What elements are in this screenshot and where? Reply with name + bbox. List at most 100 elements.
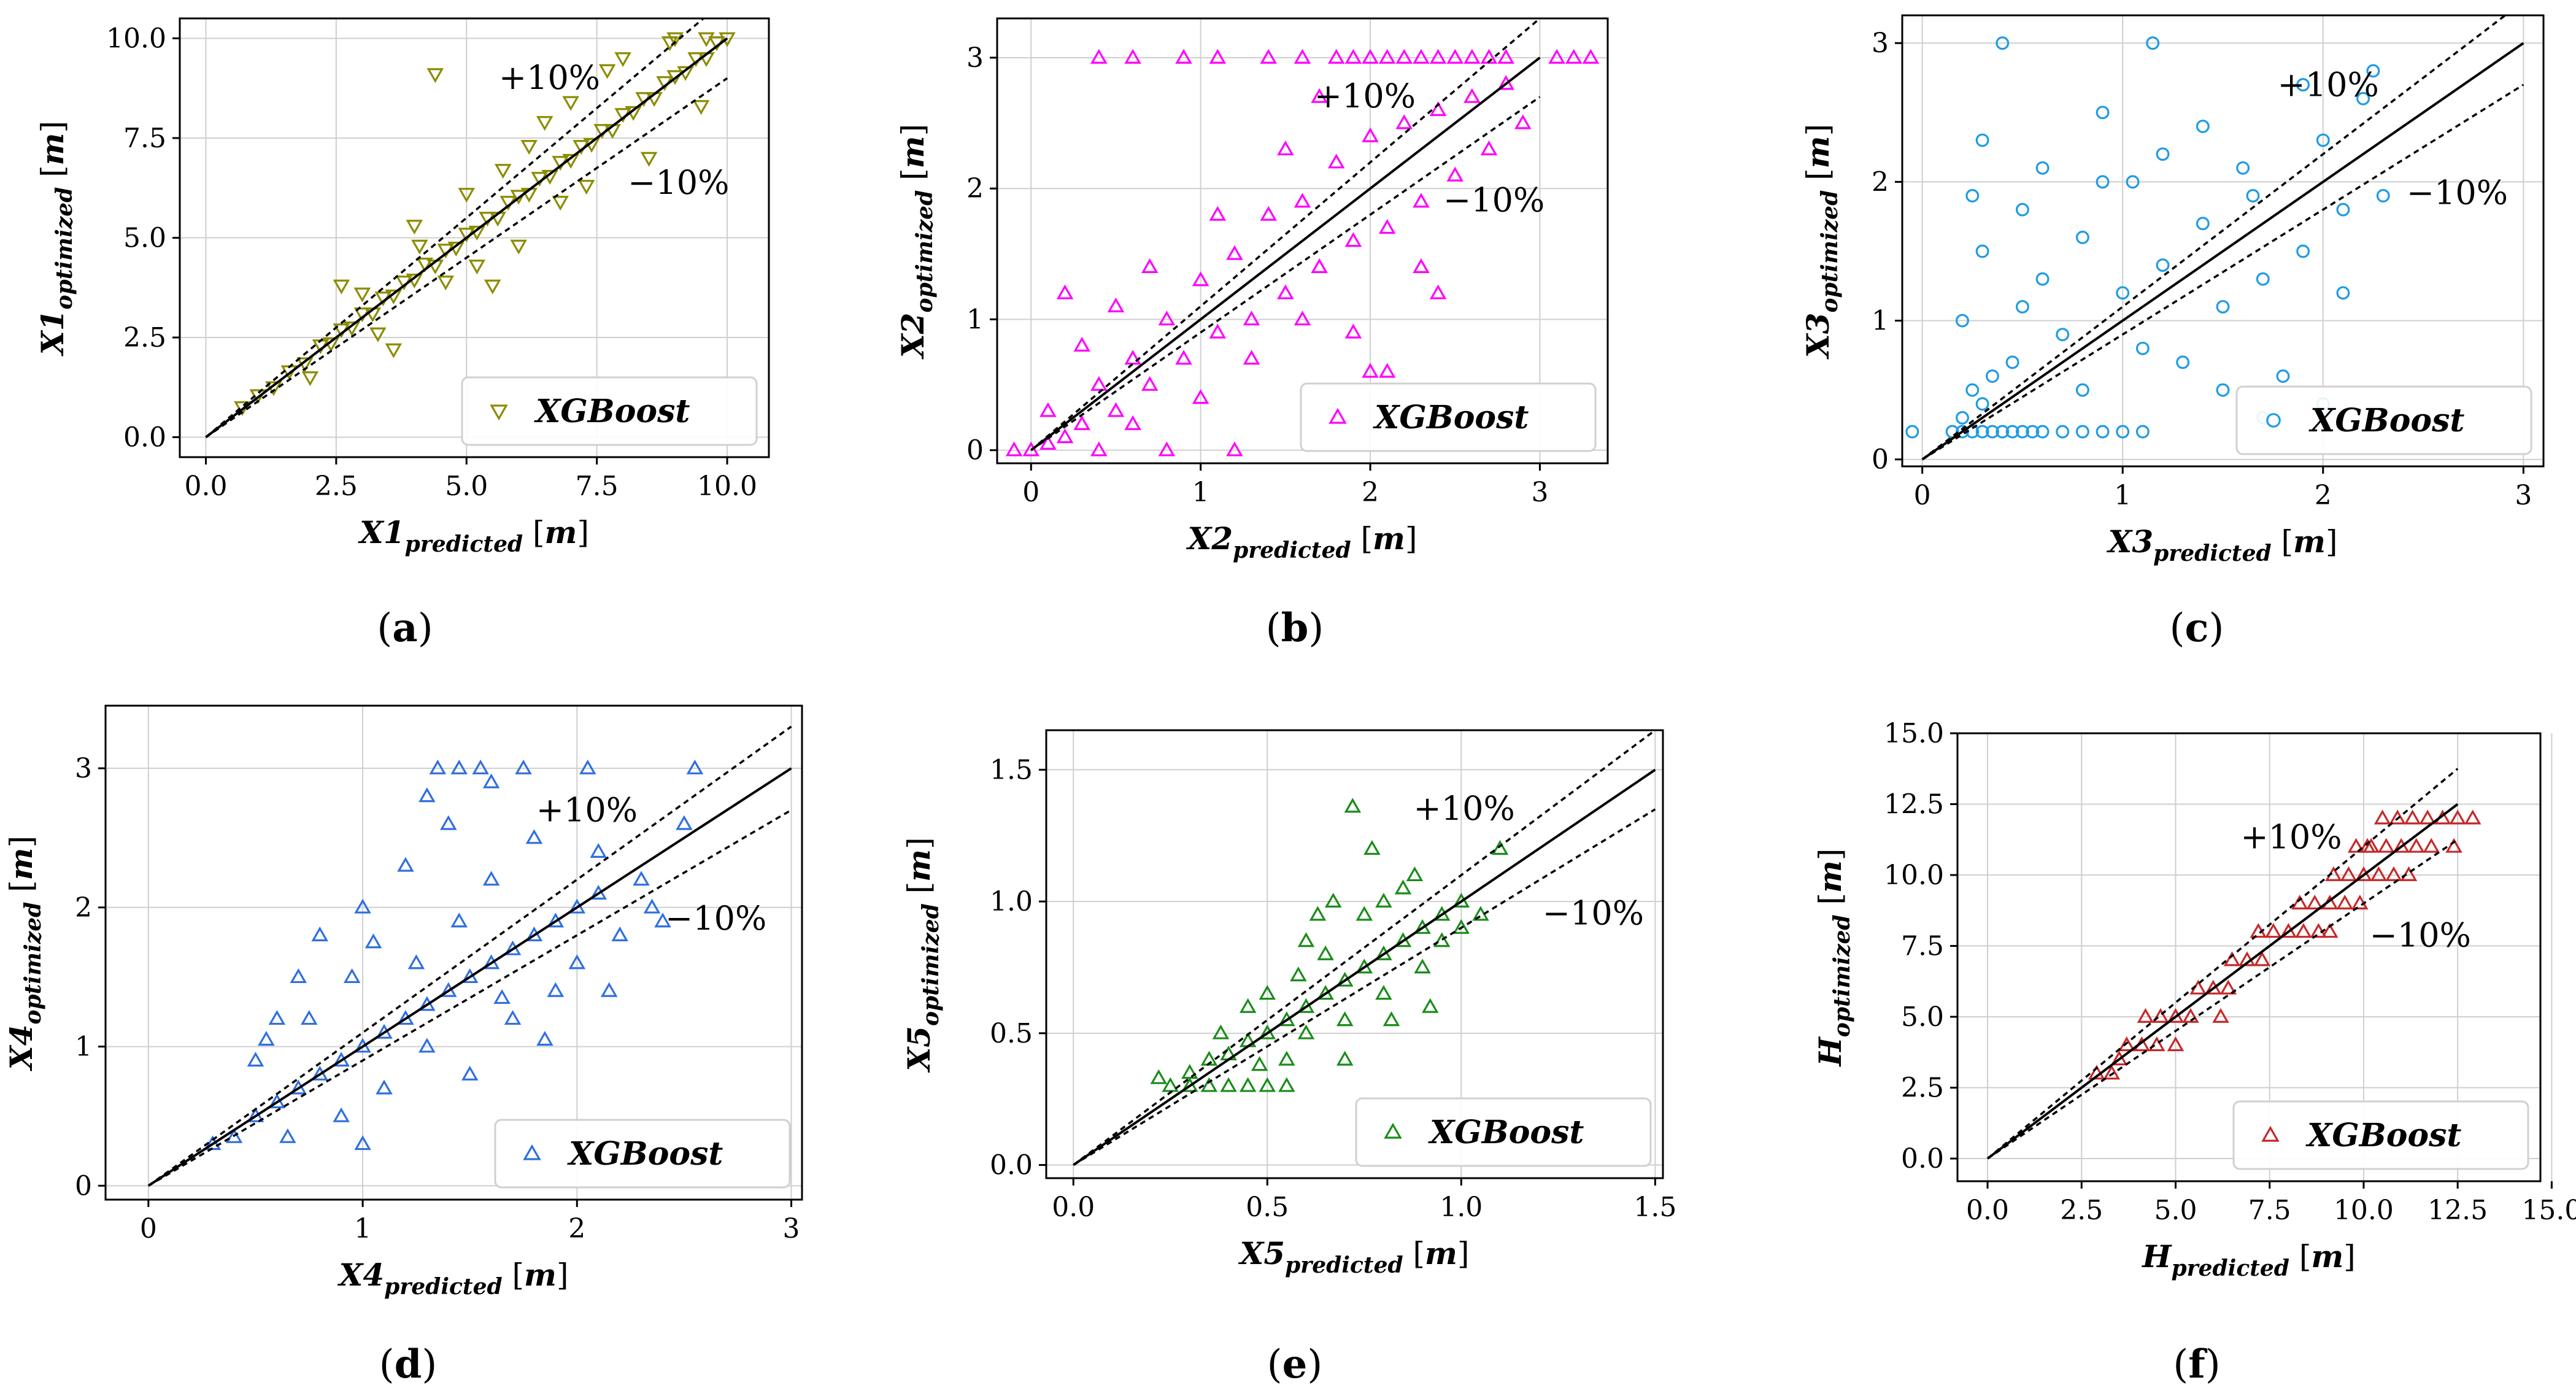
x-tick-label: 1 [354,1213,371,1244]
data-point [2135,341,2150,355]
data-point [1413,258,1430,273]
data-point [598,64,616,79]
legend-marker [523,1144,541,1160]
plus-10-line [1921,15,2507,461]
data-point [640,152,658,167]
data-point [1209,206,1227,221]
data-point [1005,441,1023,457]
data-point [1260,48,1277,64]
data-point [440,815,457,830]
data-point [1226,441,1243,457]
data-point [1956,314,1969,328]
y-tick-label: 5.0 [1901,1001,1944,1033]
panel-b: +10% −10% 0 1 2 3 0 1 2 3 X2predicted [m] X2optimiz… [895,17,1609,651]
y-tick-label: 7.5 [1901,931,1944,962]
data-point [385,343,403,358]
data-point [2295,923,2312,938]
data-point [468,260,486,275]
y-tick-label: 2.5 [1901,1073,1944,1104]
data-point [2340,866,2358,881]
data-point [568,954,586,970]
legend: XGBoost [2232,1100,2529,1170]
x-tick-label: 0.5 [1246,1192,1289,1223]
data-point [1073,336,1090,352]
legend-label: XGBoost [1428,1114,1584,1151]
data-point [1414,958,1431,974]
data-point [1056,428,1074,444]
minus-10-line [1987,838,2459,1160]
data-point [2005,425,2019,439]
data-point [1429,48,1447,64]
y-tick-label: 7.5 [123,123,166,154]
plus-10-label: +10% [499,58,600,97]
data-point [2196,119,2210,133]
data-point [2015,425,2029,439]
data-point [2347,838,2365,853]
x-tick-label: 0.0 [184,471,227,502]
data-point [1446,166,1464,182]
data-point [2291,894,2308,910]
data-point [2152,1008,2169,1023]
data-point [1395,114,1413,129]
data-point [1433,932,1451,947]
data-point [1294,310,1311,326]
data-point [482,871,500,886]
plus-10-label: +10% [536,791,638,830]
data-point [1141,376,1159,391]
data-point [2445,838,2462,853]
data-point [2336,286,2350,300]
plus-10-label: +10% [2278,66,2379,104]
panel-e: +10% −10% 0.0 0.5 1.0 1.5 0.0 0.5 1.0 1.5 X5predic… [901,729,1676,1387]
x-tick-label: 7.5 [2248,1195,2291,1226]
data-point [614,52,631,67]
identity-line [1921,42,2524,461]
data-point [472,759,489,774]
data-point [1514,114,1532,129]
data-point [1965,189,1980,202]
data-point [1297,1024,1315,1039]
data-point [1986,425,1999,439]
data-point [2404,809,2421,825]
data-point [1975,244,1989,258]
x-tick-label: 2 [1362,477,1379,508]
legend-marker [490,404,508,421]
data-point [1294,48,1311,64]
legend-label: XGBoost [2305,1117,2461,1154]
minus-10-label: −10% [1543,893,1644,932]
data-point [692,100,710,115]
data-point [1565,48,1583,64]
data-point [1996,425,2010,439]
data-point [1162,1077,1179,1092]
plot-frame [104,704,803,1201]
data-point [1209,48,1227,64]
x-tick-label: 1.5 [1633,1192,1676,1223]
data-point [301,1009,318,1025]
data-point [2005,355,2019,369]
data-point [600,982,618,997]
data-point [2356,91,2370,106]
data-point [2216,299,2230,314]
legend: XGBoost [1300,382,1597,452]
x-tick-label: 2.5 [315,471,358,502]
x-tick-label: 5.0 [445,471,488,502]
y-tick-label: 10.0 [1884,860,1944,891]
data-point [2205,979,2222,995]
data-point [461,1065,479,1081]
y-axis-label: Hoptimized [m] [1812,849,1855,1068]
plus-10-line [1073,730,1656,1166]
data-point [547,982,565,997]
data-point [2393,838,2410,853]
data-point [1362,127,1379,142]
data-point [290,968,307,984]
y-tick-label: 0 [75,1170,92,1201]
data-point [397,857,414,872]
data-point [579,759,596,774]
x-tick-label: 7.5 [576,471,619,502]
y-tick-label: 12.5 [1884,789,1944,820]
data-point [354,898,371,914]
data-point [450,759,468,774]
data-point [2118,1036,2135,1052]
x-tick-label: 5.0 [2154,1195,2197,1226]
x-tick-label: 10.0 [2334,1195,2394,1226]
data-point [1497,75,1514,90]
